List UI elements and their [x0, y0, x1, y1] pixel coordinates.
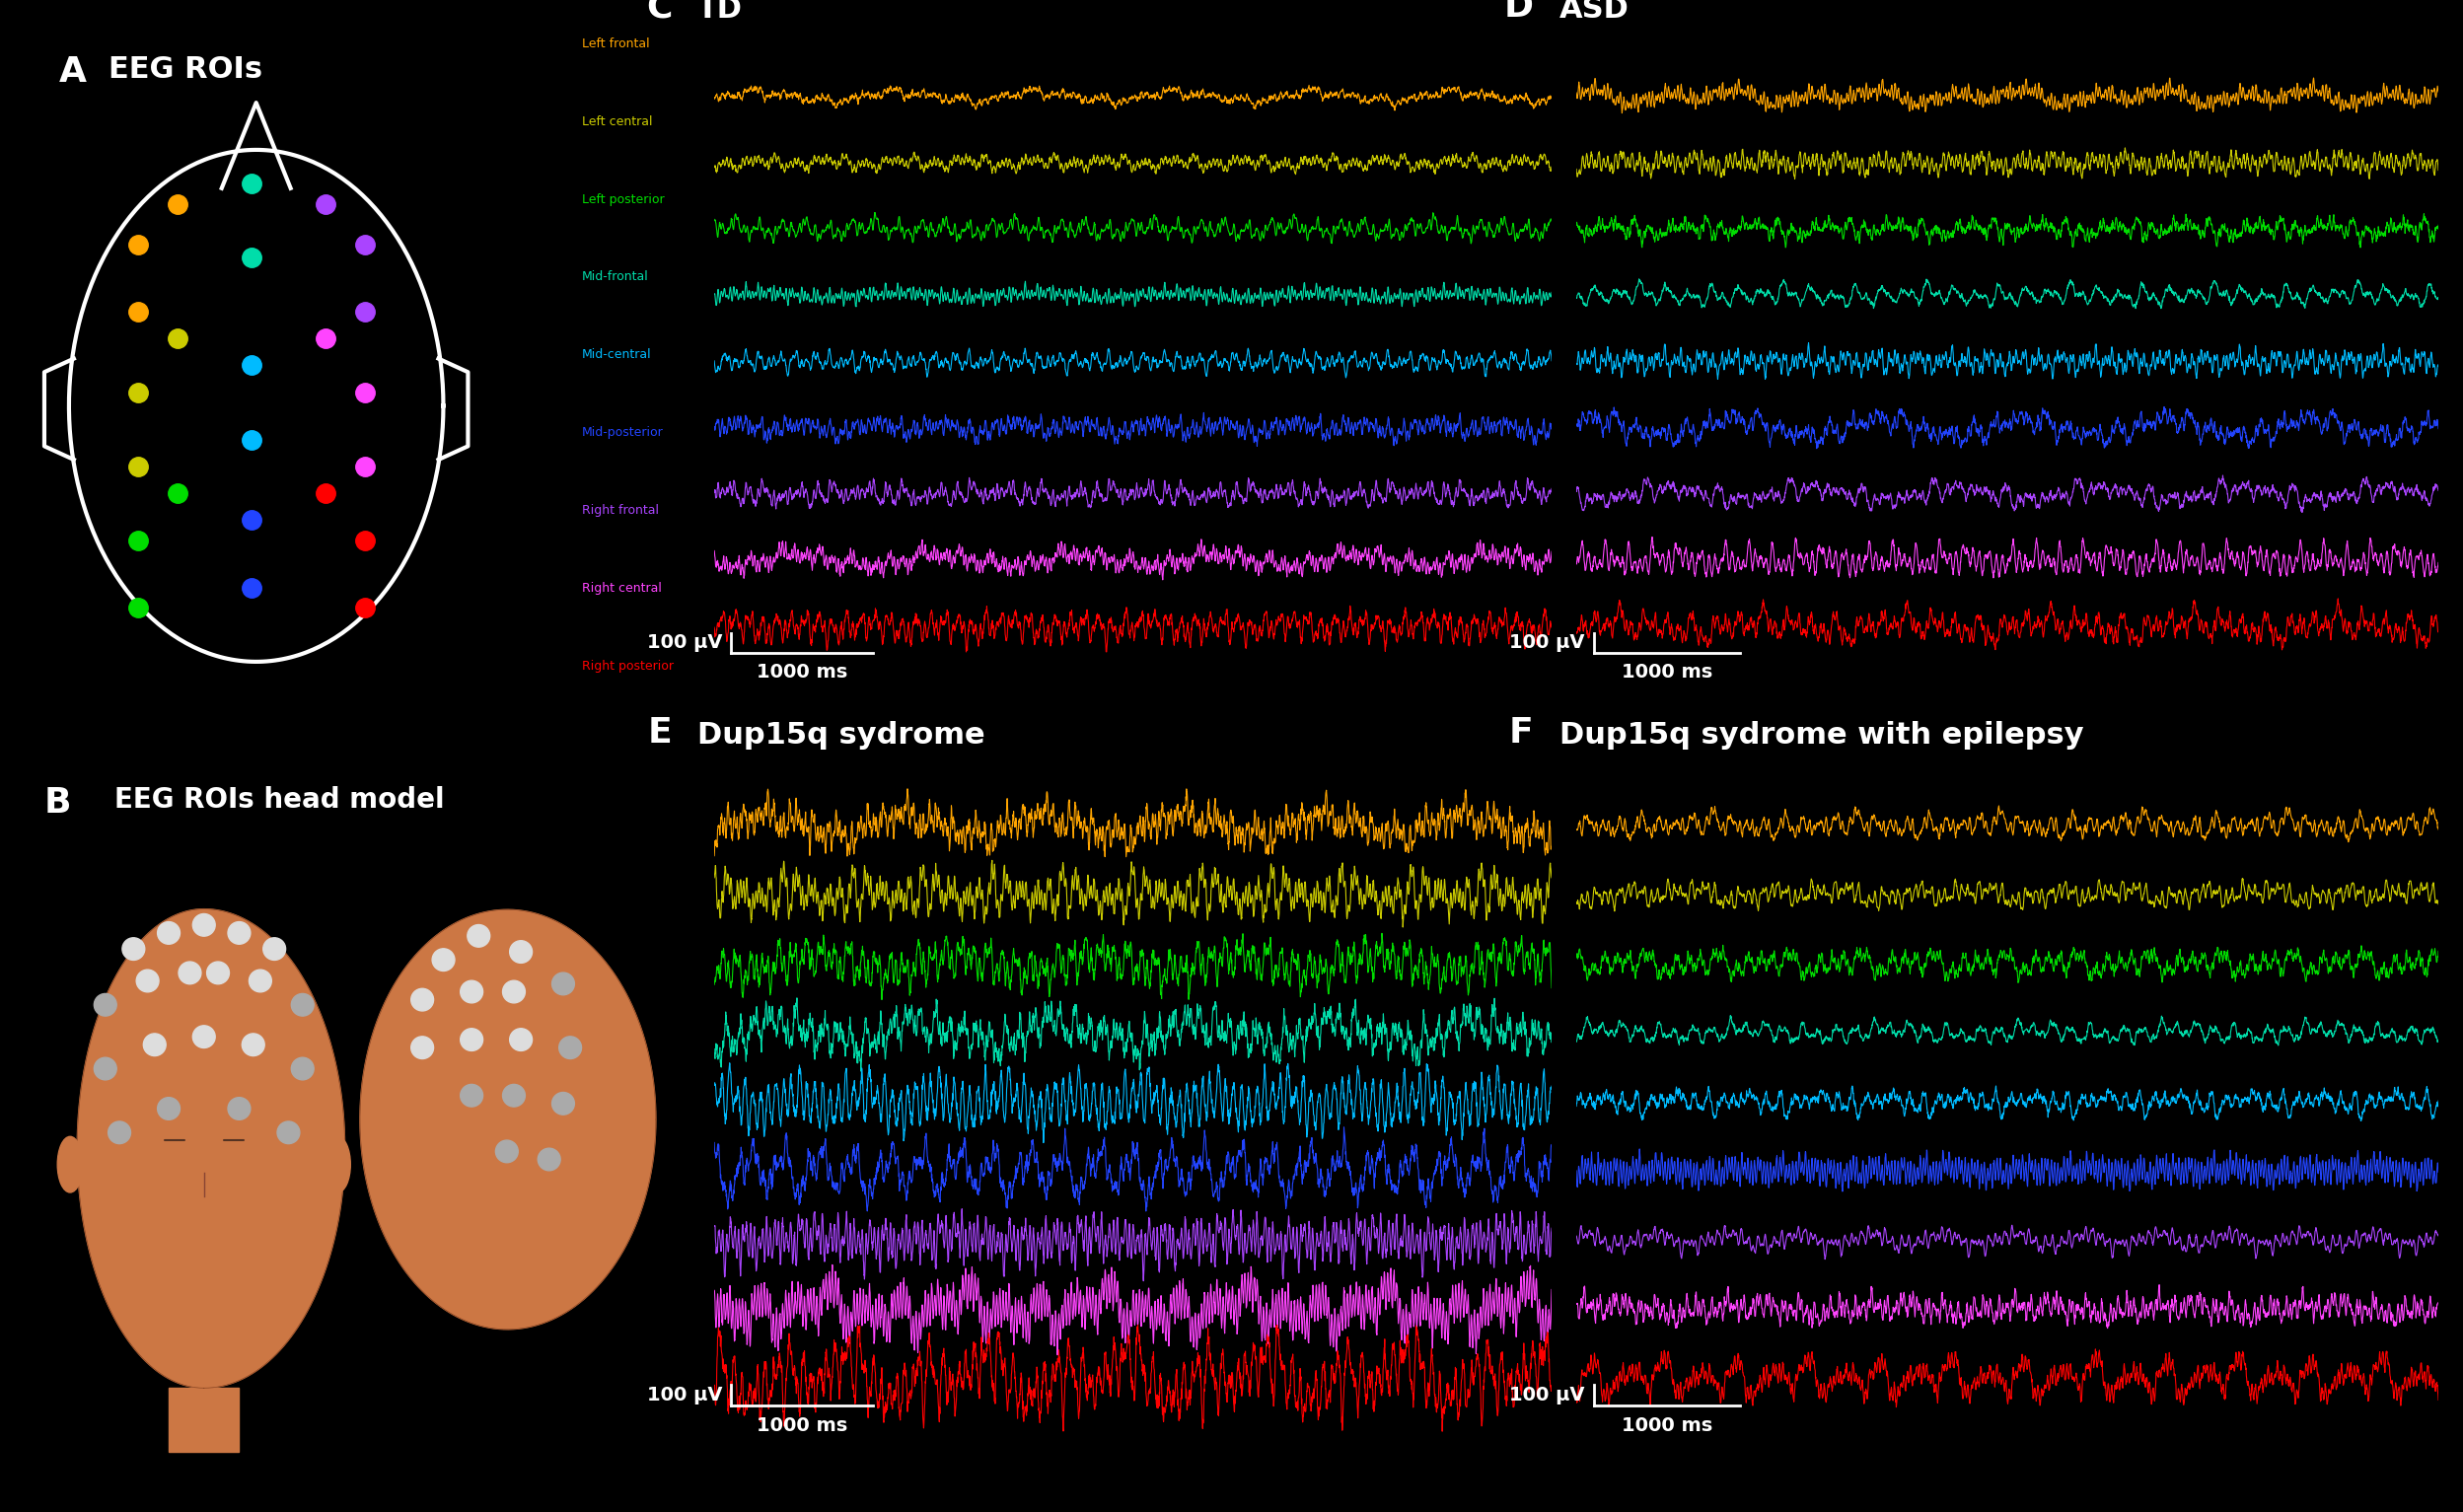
- Text: E: E: [648, 715, 672, 750]
- Ellipse shape: [158, 1098, 180, 1120]
- Ellipse shape: [431, 948, 456, 971]
- Text: 100 μV: 100 μV: [648, 634, 722, 652]
- Text: Left central: Left central: [581, 115, 653, 129]
- Text: Mid-frontal: Mid-frontal: [581, 271, 648, 284]
- Text: 1000 ms: 1000 ms: [1621, 1417, 1712, 1435]
- Ellipse shape: [502, 1084, 525, 1107]
- Ellipse shape: [241, 1034, 264, 1055]
- Text: Left frontal: Left frontal: [581, 38, 650, 50]
- Ellipse shape: [123, 937, 145, 960]
- Text: F: F: [1510, 715, 1532, 750]
- Ellipse shape: [461, 1028, 483, 1051]
- Text: EEG ROIs: EEG ROIs: [108, 56, 264, 85]
- Text: Dup15q sydrome with epilepsy: Dup15q sydrome with epilepsy: [1559, 721, 2084, 750]
- Ellipse shape: [229, 1098, 251, 1120]
- Ellipse shape: [94, 1057, 116, 1080]
- Polygon shape: [76, 909, 345, 1388]
- Text: TD: TD: [697, 0, 744, 24]
- Text: 1000 ms: 1000 ms: [756, 662, 847, 682]
- Text: Left posterior: Left posterior: [581, 194, 665, 206]
- Ellipse shape: [192, 913, 214, 936]
- Text: D: D: [1502, 0, 1532, 24]
- Text: EEG ROIs head model: EEG ROIs head model: [113, 786, 443, 813]
- Text: Right central: Right central: [581, 582, 663, 594]
- Ellipse shape: [510, 940, 532, 963]
- Ellipse shape: [57, 1137, 84, 1193]
- Ellipse shape: [249, 969, 271, 992]
- Ellipse shape: [108, 1122, 131, 1143]
- Ellipse shape: [135, 969, 158, 992]
- Text: A: A: [59, 56, 86, 89]
- Text: Mid-posterior: Mid-posterior: [581, 426, 663, 438]
- Ellipse shape: [291, 993, 313, 1016]
- Ellipse shape: [552, 1092, 574, 1114]
- Text: ASD: ASD: [1559, 0, 1628, 24]
- Ellipse shape: [291, 1057, 313, 1080]
- Text: Dup15q sydrome: Dup15q sydrome: [697, 721, 985, 750]
- Ellipse shape: [180, 962, 202, 984]
- Text: C: C: [645, 0, 672, 24]
- Text: 1000 ms: 1000 ms: [1621, 662, 1712, 682]
- Ellipse shape: [495, 1140, 517, 1163]
- Text: 1000 ms: 1000 ms: [756, 1417, 847, 1435]
- Ellipse shape: [510, 1028, 532, 1051]
- Ellipse shape: [229, 922, 251, 943]
- Ellipse shape: [461, 981, 483, 1002]
- Ellipse shape: [552, 972, 574, 995]
- Ellipse shape: [143, 1034, 165, 1055]
- Text: 100 μV: 100 μV: [1510, 1387, 1586, 1405]
- Ellipse shape: [325, 1137, 350, 1193]
- Ellipse shape: [94, 993, 116, 1016]
- Ellipse shape: [461, 1084, 483, 1107]
- Text: B: B: [44, 786, 71, 820]
- Ellipse shape: [278, 1122, 300, 1143]
- Ellipse shape: [192, 1025, 214, 1048]
- Ellipse shape: [207, 962, 229, 984]
- Ellipse shape: [559, 1036, 581, 1058]
- Text: Right posterior: Right posterior: [581, 659, 672, 673]
- Polygon shape: [360, 910, 655, 1329]
- Ellipse shape: [502, 981, 525, 1002]
- Polygon shape: [167, 1388, 239, 1452]
- Text: 100 μV: 100 μV: [648, 1387, 722, 1405]
- Ellipse shape: [601, 1104, 626, 1152]
- Ellipse shape: [158, 922, 180, 943]
- Text: Mid-central: Mid-central: [581, 348, 650, 361]
- Ellipse shape: [468, 925, 490, 947]
- Ellipse shape: [537, 1148, 562, 1170]
- Text: Right frontal: Right frontal: [581, 503, 658, 517]
- Ellipse shape: [411, 1036, 433, 1058]
- Ellipse shape: [264, 937, 286, 960]
- Ellipse shape: [411, 989, 433, 1012]
- Text: 100 μV: 100 μV: [1510, 634, 1586, 652]
